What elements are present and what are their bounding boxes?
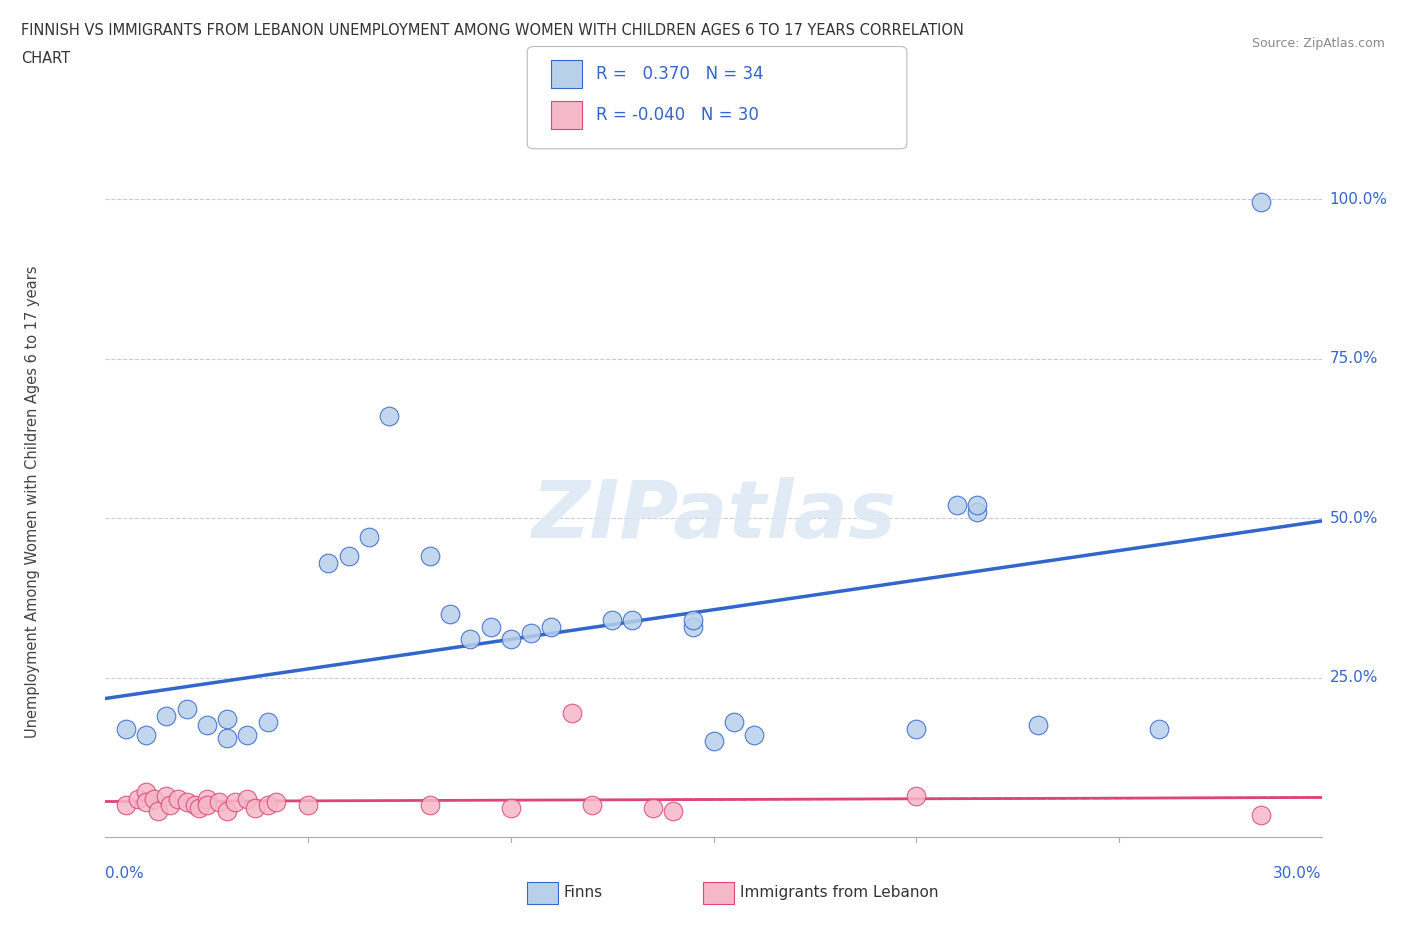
Point [905,721,928,736]
Point [318,555,340,570]
Point [966,504,988,519]
Point [155,709,177,724]
Point [224,794,246,809]
Point [217,711,239,726]
Point [479,619,502,634]
Text: 75.0%: 75.0% [1330,352,1378,366]
Text: 25.0%: 25.0% [1330,671,1378,685]
Point [155,788,177,803]
Point [135,727,157,742]
Point [245,801,267,816]
Point [256,715,278,730]
Text: FINNISH VS IMMIGRANTS FROM LEBANON UNEMPLOYMENT AMONG WOMEN WITH CHILDREN AGES 6: FINNISH VS IMMIGRANTS FROM LEBANON UNEMP… [21,23,965,38]
Point [499,801,522,816]
Point [966,498,988,512]
Point [217,804,239,819]
Point [581,798,603,813]
Point [183,798,205,813]
Point [742,727,765,742]
Point [621,613,644,628]
Text: 50.0%: 50.0% [1330,511,1378,525]
Point [561,705,583,720]
Point [236,791,259,806]
Point [143,791,166,806]
Point [264,794,287,809]
Point [419,549,441,564]
Point [357,530,380,545]
Point [682,619,704,634]
Text: CHART: CHART [21,51,70,66]
Text: Immigrants from Lebanon: Immigrants from Lebanon [740,885,938,900]
Point [1250,807,1272,822]
Point [337,549,360,564]
Point [439,606,461,621]
Point [208,794,231,809]
Point [520,626,543,641]
Point [1250,195,1272,210]
Point [682,613,704,628]
Point [127,791,149,806]
Point [378,408,401,423]
Text: 100.0%: 100.0% [1330,192,1388,206]
Point [945,498,967,512]
Text: 30.0%: 30.0% [1274,866,1322,881]
Text: ZIPatlas: ZIPatlas [531,476,896,554]
Text: R = -0.040   N = 30: R = -0.040 N = 30 [596,106,759,125]
Point [195,798,218,813]
Point [297,798,319,813]
Point [187,801,209,816]
Point [114,721,136,736]
Point [195,718,218,733]
Point [236,727,259,742]
Point [176,702,198,717]
Point [114,798,136,813]
Point [135,794,157,809]
Text: Unemployment Among Women with Children Ages 6 to 17 years: Unemployment Among Women with Children A… [25,266,39,738]
Point [662,804,685,819]
Point [905,788,928,803]
Point [1149,721,1171,736]
Point [256,798,278,813]
Point [159,798,181,813]
Point [419,798,441,813]
Point [195,791,218,806]
Point [600,613,623,628]
Point [146,804,169,819]
Point [176,794,198,809]
Point [702,734,725,749]
Text: 0.0%: 0.0% [105,866,145,881]
Point [641,801,664,816]
Text: Source: ZipAtlas.com: Source: ZipAtlas.com [1251,37,1385,50]
Point [217,731,239,746]
Text: Finns: Finns [564,885,603,900]
Point [458,631,481,646]
Point [499,631,522,646]
Point [1026,718,1049,733]
Point [723,715,745,730]
Text: R =   0.370   N = 34: R = 0.370 N = 34 [596,65,763,84]
Point [167,791,190,806]
Point [540,619,562,634]
Point [135,785,157,800]
